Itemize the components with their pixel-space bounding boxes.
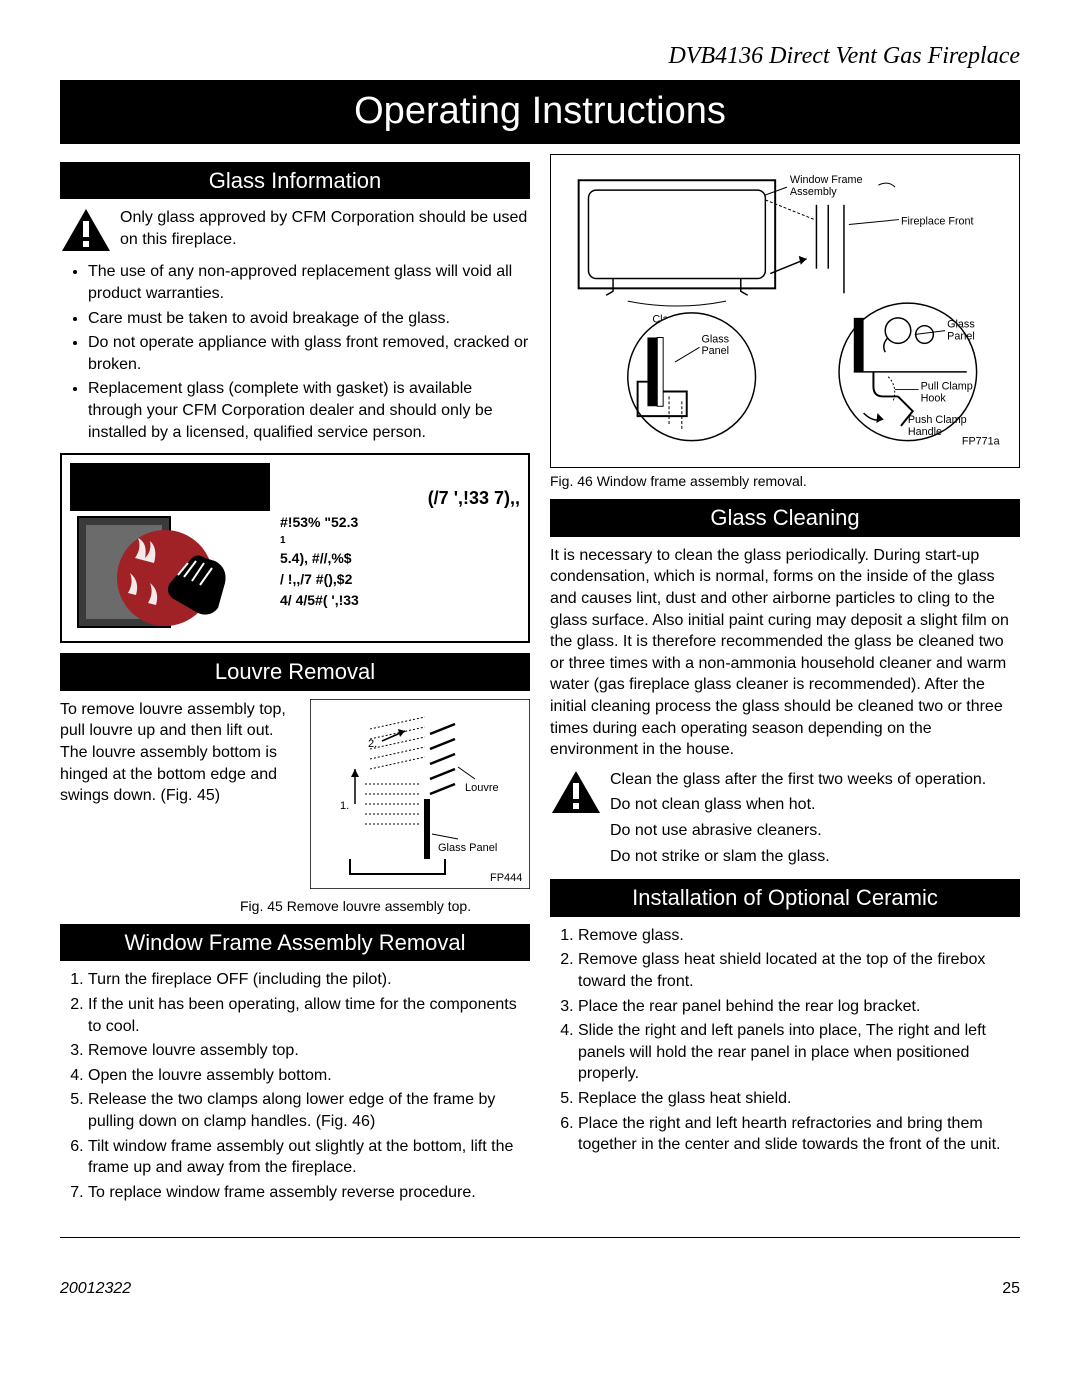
svg-text:1.: 1. [340, 800, 349, 812]
main-banner: Operating Instructions [60, 80, 1020, 143]
fig46-caption: Fig. 46 Window frame assembly removal. [550, 472, 1020, 491]
window-frame-step: Remove louvre assembly top. [88, 1040, 530, 1062]
window-frame-steps: Turn the fireplace OFF (including the pi… [60, 969, 530, 1203]
glass-cleaning-warning-lines: Clean the glass after the first two week… [610, 769, 1020, 871]
cleaning-warning-line: Clean the glass after the first two week… [610, 769, 1020, 791]
louvre-header: Louvre Removal [60, 653, 530, 691]
ceramic-step: Replace the glass heat shield. [578, 1088, 1020, 1110]
hot-glass-line1: #!53% "52.3 [280, 512, 520, 533]
ceramic-header: Installation of Optional Ceramic [550, 879, 1020, 917]
glass-cleaning-text: It is necessary to clean the glass perio… [550, 545, 1020, 761]
cleaning-warning-line: Do not strike or slam the glass. [610, 846, 1020, 868]
hgl0: 5.4), #//,%$ [280, 548, 520, 569]
hgl1: / !,,/7 #(),$2 [280, 569, 520, 590]
warning-triangle-icon [550, 769, 602, 815]
svg-text:Fireplace Front: Fireplace Front [901, 215, 974, 227]
svg-text:Glass: Glass [947, 318, 975, 330]
glass-info-bullets: The use of any non-approved replacement … [60, 261, 530, 443]
window-frame-step: Release the two clamps along lower edge … [88, 1089, 530, 1132]
hot-glass-text: (/7 ',!33 7),, #!53% "52.3 1 5.4), #//,%… [280, 485, 520, 611]
glass-info-bullet: Do not operate appliance with glass fron… [88, 332, 530, 375]
svg-text:Panel: Panel [947, 330, 975, 342]
window-frame-step: Turn the fireplace OFF (including the pi… [88, 969, 530, 991]
ceramic-steps: Remove glass.Remove glass heat shield lo… [550, 925, 1020, 1156]
svg-text:FP771a: FP771a [962, 435, 1000, 447]
fp444-label: FP444 [490, 872, 522, 884]
svg-text:Pull Clamp: Pull Clamp [921, 380, 973, 392]
glass-info-header: Glass Information [60, 162, 530, 200]
svg-text:Glass: Glass [701, 333, 729, 345]
page-number: 25 [1002, 1278, 1020, 1300]
glass-panel-label: Glass Panel [438, 842, 497, 854]
svg-text:Panel: Panel [701, 345, 729, 357]
product-title: DVB4136 Direct Vent Gas Fireplace [60, 40, 1020, 72]
svg-text:Assembly: Assembly [790, 186, 837, 198]
window-frame-step: If the unit has been operating, allow ti… [88, 994, 530, 1037]
louvre-text: To remove louvre assembly top, pull louv… [60, 699, 300, 889]
footer-divider [60, 1237, 1020, 1238]
window-frame-step: Tilt window frame assembly out slightly … [88, 1136, 530, 1179]
hgl2: 4/ 4/5#( ',!33 [280, 590, 520, 611]
louvre-diagram: 2. 1. [310, 699, 530, 889]
glass-info-bullet: The use of any non-approved replacement … [88, 261, 530, 304]
glass-info-bullet: Replacement glass (complete with gasket)… [88, 378, 530, 443]
window-frame-diagram: Clamps Window Frame Assembly Fireplace F… [559, 163, 1011, 453]
hot-glass-icon [70, 463, 270, 633]
louvre-section: To remove louvre assembly top, pull louv… [60, 699, 530, 889]
window-frame-step: Open the louvre assembly bottom. [88, 1065, 530, 1087]
glass-info-warning: Only glass approved by CFM Corporation s… [60, 207, 530, 253]
cleaning-warning-line: Do not use abrasive cleaners. [610, 820, 1020, 842]
content-columns: Glass Information Only glass approved by… [60, 154, 1020, 1208]
svg-text:Push Clamp: Push Clamp [908, 414, 967, 426]
ceramic-step: Remove glass. [578, 925, 1020, 947]
svg-text:Window Frame: Window Frame [790, 174, 863, 186]
fig45-caption: Fig. 45 Remove louvre assembly top. [240, 897, 530, 916]
svg-text:Hook: Hook [921, 392, 947, 404]
ceramic-step: Slide the right and left panels into pla… [578, 1020, 1020, 1085]
cleaning-warning-line: Do not clean glass when hot. [610, 794, 1020, 816]
glass-cleaning-header: Glass Cleaning [550, 499, 1020, 537]
ceramic-step: Place the rear panel behind the rear log… [578, 996, 1020, 1018]
warning-triangle-icon [60, 207, 112, 253]
window-frame-diagram-box: Clamps Window Frame Assembly Fireplace F… [550, 154, 1020, 469]
glass-info-warning-text: Only glass approved by CFM Corporation s… [120, 207, 530, 250]
ceramic-step: Remove glass heat shield located at the … [578, 949, 1020, 992]
svg-text:Handle: Handle [908, 425, 942, 437]
page-footer: 20012322 25 [60, 1278, 1020, 1300]
right-column: Clamps Window Frame Assembly Fireplace F… [550, 154, 1020, 1208]
ceramic-step: Place the right and left hearth refracto… [578, 1113, 1020, 1156]
glass-cleaning-warning: Clean the glass after the first two week… [550, 769, 1020, 871]
window-frame-header: Window Frame Assembly Removal [60, 924, 530, 962]
window-frame-step: To replace window frame assembly reverse… [88, 1182, 530, 1204]
louvre-label: Louvre [465, 782, 499, 794]
left-column: Glass Information Only glass approved by… [60, 154, 530, 1208]
glass-info-bullet: Care must be taken to avoid breakage of … [88, 308, 530, 330]
doc-number: 20012322 [60, 1278, 131, 1300]
hot-glass-warning-box: (/7 ',!33 7),, #!53% "52.3 1 5.4), #//,%… [60, 453, 530, 643]
